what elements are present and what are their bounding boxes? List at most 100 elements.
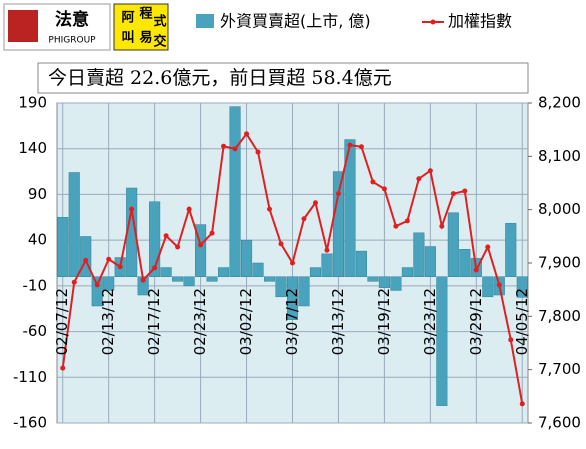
line-point — [427, 168, 433, 174]
logo-subtext: PHIGROUP — [48, 36, 96, 46]
legend-label: 外資買賣超(上市, 億) — [220, 12, 371, 31]
line-point — [381, 186, 387, 192]
line-point — [312, 200, 318, 206]
bar — [68, 172, 80, 277]
bar — [505, 223, 517, 277]
y2-tick-label: 8,100 — [538, 147, 581, 165]
logo-char: 式 — [153, 14, 166, 30]
bar — [172, 276, 184, 282]
line-point — [244, 131, 250, 137]
bar — [482, 276, 494, 298]
bar — [195, 224, 207, 277]
logo-char: 叫 — [121, 30, 134, 46]
bar — [218, 267, 230, 277]
line-point — [71, 279, 77, 285]
x-tick-label: 03/19/12 — [375, 288, 393, 355]
bar — [298, 276, 310, 307]
bar — [80, 236, 92, 277]
line-point — [290, 260, 295, 266]
y2-tick-label: 7,800 — [538, 307, 581, 325]
line-point — [370, 179, 376, 185]
line-point — [416, 176, 422, 182]
line-point — [485, 244, 491, 250]
y2-tick-label: 8,000 — [538, 200, 581, 218]
line-point — [94, 282, 100, 288]
line-point — [347, 142, 353, 148]
x-tick-label: 03/13/12 — [329, 288, 347, 355]
bar — [241, 239, 253, 277]
bar — [390, 276, 402, 291]
logo-char: 程 — [139, 7, 152, 22]
y-tick-label: -60 — [23, 322, 48, 340]
line-point — [255, 149, 261, 155]
line-point — [186, 206, 192, 212]
line-point — [393, 223, 399, 229]
bar — [447, 212, 459, 277]
line-point — [473, 267, 479, 273]
y2-tick-label: 8,200 — [538, 94, 581, 112]
y-tick-label: 140 — [18, 139, 47, 157]
x-tick-label: 03/02/12 — [237, 288, 255, 355]
bar — [401, 267, 413, 277]
bar — [252, 262, 264, 277]
x-tick-label: 03/29/12 — [467, 288, 485, 355]
line-point — [117, 264, 123, 270]
bar — [332, 171, 344, 277]
x-tick-label: 04/05/12 — [513, 288, 531, 355]
bar — [309, 267, 322, 277]
bar — [424, 246, 436, 277]
line-point — [140, 277, 146, 283]
subtitle-box — [37, 62, 529, 94]
logo-text: 法意 — [55, 9, 89, 30]
line-point — [519, 401, 525, 407]
bar — [321, 253, 333, 277]
bar — [367, 276, 379, 282]
bar — [378, 276, 390, 288]
line-point — [496, 282, 502, 288]
y-tick-label: 190 — [18, 94, 47, 112]
y2-tick-label: 7,700 — [538, 360, 581, 378]
line-point — [83, 257, 89, 263]
line-point — [358, 144, 364, 150]
line-point — [439, 223, 445, 229]
logo: 法意 PHIGROUP 阿 叫 程 式 易 交 — [3, 3, 169, 51]
logo-char: 阿 — [121, 11, 134, 26]
line-point — [508, 337, 514, 343]
bar — [275, 276, 287, 298]
logo-char: 交 — [153, 34, 166, 50]
x-tick-label: 02/13/12 — [99, 288, 117, 355]
line-point — [301, 216, 307, 222]
x-tick-label: 03/23/12 — [421, 288, 439, 355]
bar — [91, 276, 103, 307]
y2-tick-label: 7,900 — [538, 254, 581, 272]
x-tick-label: 02/07/12 — [53, 288, 71, 355]
bar — [183, 276, 195, 287]
bar — [355, 250, 367, 277]
bar — [413, 232, 425, 277]
legend-marker — [430, 19, 436, 25]
line-point — [209, 230, 215, 236]
line-point — [106, 256, 112, 262]
bar — [206, 276, 218, 282]
line-point — [60, 365, 66, 371]
y-tick-label: -110 — [13, 368, 47, 386]
bar — [344, 139, 356, 277]
bar — [229, 106, 241, 277]
y-tick-label: -160 — [13, 414, 47, 432]
y-tick-label: -10 — [23, 276, 48, 294]
line-point — [163, 233, 169, 239]
line-point — [462, 188, 468, 194]
line-point — [175, 244, 181, 250]
x-tick-label: 03/07/12 — [283, 288, 301, 355]
bar — [286, 276, 299, 320]
y-tick-label: 90 — [28, 185, 47, 203]
y-tick-label: 40 — [28, 231, 47, 249]
line-point — [278, 241, 284, 247]
line-point — [232, 146, 238, 152]
subtitle: 今日賣超 22.6億元，前日買超 58.4億元 — [48, 67, 392, 89]
line-point — [404, 218, 410, 224]
bar — [160, 267, 172, 277]
line-point — [152, 265, 158, 271]
